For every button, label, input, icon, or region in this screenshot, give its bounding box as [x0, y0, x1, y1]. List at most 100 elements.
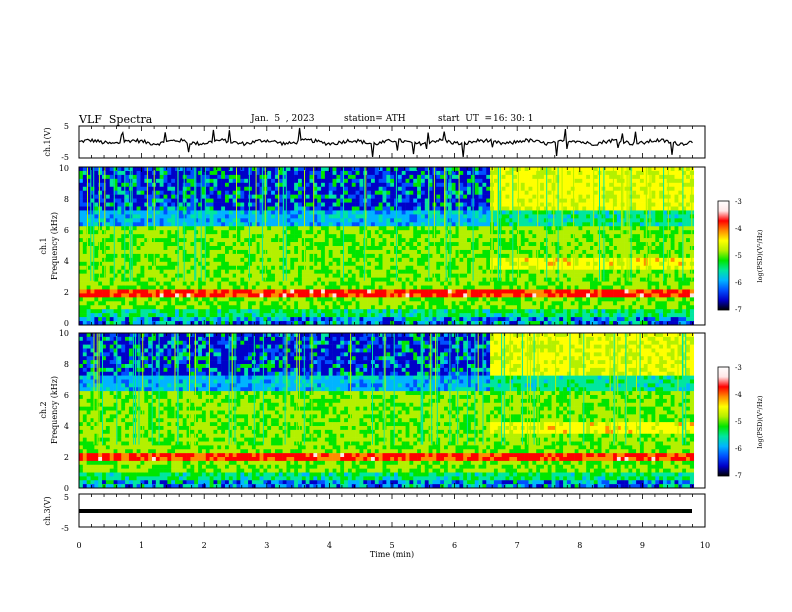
- spectrogram-cell: [305, 206, 310, 211]
- spectrogram-cell: [94, 317, 99, 322]
- spectrogram-cell: [140, 305, 145, 310]
- spectrogram-cell: [478, 222, 483, 227]
- spectrogram-cell: [205, 277, 210, 282]
- spectrogram-cell: [98, 198, 103, 203]
- spectrogram-cell: [255, 194, 260, 199]
- spectrogram-cell: [298, 289, 303, 294]
- spectrogram-cell: [455, 242, 460, 247]
- spectrogram-cell: [171, 234, 176, 239]
- spectrogram-cell: [148, 186, 153, 191]
- spectrogram-cell: [540, 202, 545, 207]
- spectrogram-cell: [113, 186, 118, 191]
- spectrogram-cell: [90, 277, 95, 282]
- spectrogram-cell: [217, 206, 222, 211]
- spectrogram-cell: [144, 186, 149, 191]
- spectrogram-cell: [217, 289, 222, 294]
- spectrogram-cell: [221, 238, 226, 243]
- spectrogram-cell: [386, 206, 391, 211]
- spectrogram-cell: [294, 198, 299, 203]
- spectrogram-cell: [274, 206, 280, 211]
- spectrogram-cell: [274, 214, 280, 219]
- spectrogram-cell: [486, 194, 491, 199]
- spectrogram-cell: [125, 178, 130, 184]
- spectrogram-cell: [451, 285, 456, 290]
- spectrogram-cell: [82, 309, 87, 314]
- spectrogram-cell: [405, 238, 410, 243]
- spectrogram-cell: [305, 194, 310, 199]
- spectrogram-cell: [520, 198, 525, 203]
- spectrogram-cell: [513, 182, 518, 188]
- spectrogram-cell: [420, 317, 426, 322]
- spectrogram-cell: [217, 210, 222, 215]
- spectrogram-cell: [524, 269, 529, 274]
- spectrogram-cell: [478, 174, 483, 180]
- spectrogram-cell: [459, 301, 464, 306]
- spectrogram-cell: [171, 261, 176, 267]
- spectrogram-cell: [109, 222, 114, 227]
- spectrogram-cell: [351, 174, 356, 180]
- spectrogram-cell: [540, 257, 545, 263]
- spectrogram-cell: [109, 214, 114, 219]
- spectrogram-cell: [324, 269, 330, 274]
- spectrogram-cell: [501, 261, 506, 267]
- spectrogram-cell: [278, 253, 283, 259]
- spectrogram-cell: [286, 170, 291, 176]
- spectrogram-cell: [517, 226, 522, 231]
- spectrogram-cell: [128, 305, 134, 310]
- spectrogram-cell: [397, 186, 403, 191]
- spectrogram-cell: [378, 210, 383, 215]
- spectrogram-cell: [447, 285, 452, 290]
- spectrogram-cell: [401, 194, 406, 199]
- spectrogram-cell: [493, 218, 499, 223]
- spectrogram-cell: [98, 242, 103, 247]
- spectrogram-cell: [255, 174, 260, 180]
- spectrogram-cell: [528, 202, 533, 207]
- spectrogram-cell: [493, 182, 499, 188]
- spectrogram-cell: [351, 202, 356, 207]
- spectrogram-cell: [532, 194, 537, 199]
- spectrogram-cell: [167, 301, 172, 306]
- spectrogram-cell: [543, 317, 549, 322]
- spectrogram-cell: [309, 230, 314, 235]
- spectrogram-cell: [198, 313, 203, 318]
- spectrogram-cell: [232, 301, 237, 306]
- spectrogram-cell: [336, 265, 341, 270]
- spectrogram-cell: [317, 265, 322, 270]
- spectrogram-cell: [432, 309, 437, 314]
- spectrogram-cell: [378, 202, 383, 207]
- spectrogram-cell: [132, 265, 137, 270]
- spectrogram-cell: [440, 273, 445, 278]
- spectrogram-cell: [321, 257, 326, 263]
- spectrogram-cell: [340, 313, 345, 318]
- spectrogram-cell: [474, 281, 479, 286]
- spectrogram-cell: [178, 186, 184, 191]
- spectrogram-cell: [451, 170, 456, 176]
- spectrogram-cell: [225, 301, 230, 306]
- spectrogram-cell: [225, 249, 230, 255]
- spectrogram-cell: [451, 309, 456, 314]
- spectrogram-cell: [186, 277, 191, 282]
- spectrogram-cell: [282, 230, 287, 235]
- spectrogram-cell: [113, 285, 118, 290]
- spectrogram-cell: [367, 218, 372, 223]
- spectrogram-cell: [278, 313, 283, 318]
- spectrogram-cell: [478, 305, 483, 310]
- spectrogram-cell: [378, 317, 383, 322]
- spectrogram-cell: [332, 242, 337, 247]
- spectrogram-cell: [520, 246, 525, 251]
- spectrogram-cell: [128, 289, 134, 294]
- spectrogram-cell: [397, 170, 403, 176]
- spectrogram-cell: [186, 218, 191, 223]
- spectrogram-cell: [509, 289, 514, 294]
- spectrogram-cell: [401, 230, 406, 235]
- spectrogram-cell: [390, 253, 395, 259]
- spectrogram-cell: [493, 178, 499, 184]
- spectrogram-cell: [493, 281, 499, 286]
- spectrogram-cell: [428, 186, 433, 191]
- spectrogram-cell: [178, 198, 184, 203]
- spectrogram-cell: [524, 174, 529, 180]
- spectrogram-cell: [282, 289, 287, 294]
- spectrogram-cell: [509, 190, 514, 195]
- spectrogram-cell: [298, 226, 303, 231]
- spectrogram-cell: [478, 214, 483, 219]
